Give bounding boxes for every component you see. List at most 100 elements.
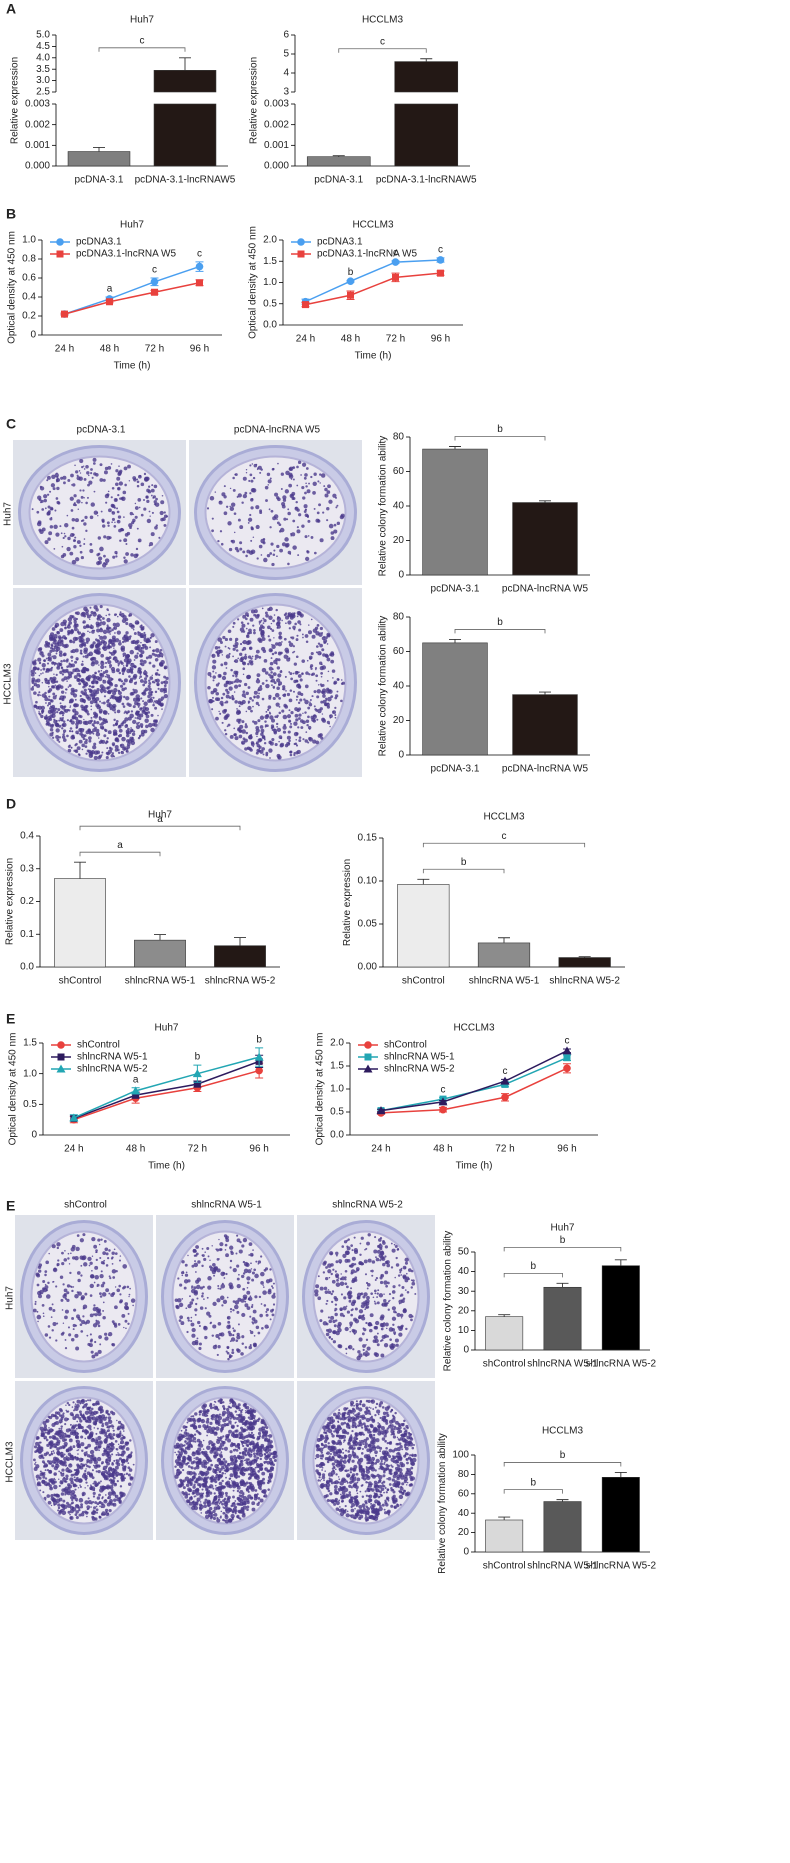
colony bbox=[231, 695, 234, 698]
colony bbox=[278, 741, 280, 743]
colony bbox=[337, 522, 340, 525]
colony bbox=[83, 655, 85, 657]
colony bbox=[394, 1244, 396, 1246]
colony bbox=[252, 1317, 256, 1321]
colony bbox=[156, 524, 158, 526]
colony bbox=[341, 514, 345, 518]
colony bbox=[115, 748, 118, 751]
colony bbox=[46, 1419, 50, 1423]
colony bbox=[127, 532, 130, 535]
colony bbox=[367, 1346, 371, 1350]
colony bbox=[64, 1250, 66, 1252]
colony bbox=[52, 1309, 55, 1312]
colony bbox=[41, 508, 44, 511]
colony bbox=[269, 675, 273, 679]
colony bbox=[241, 1313, 245, 1317]
colony bbox=[71, 1317, 74, 1320]
colony bbox=[313, 482, 317, 486]
colony bbox=[151, 691, 154, 694]
colony bbox=[376, 1258, 380, 1262]
colony bbox=[140, 679, 144, 683]
colony bbox=[53, 1268, 56, 1271]
colony bbox=[251, 498, 253, 500]
colony bbox=[155, 498, 158, 501]
colony bbox=[238, 684, 241, 687]
colony bbox=[96, 1411, 99, 1414]
colony bbox=[323, 1321, 327, 1325]
colony bbox=[49, 1447, 51, 1449]
colony bbox=[56, 711, 58, 713]
colony bbox=[351, 1263, 354, 1266]
colony bbox=[122, 529, 125, 532]
colony bbox=[326, 519, 328, 521]
colony bbox=[104, 1247, 108, 1251]
colony bbox=[108, 1433, 112, 1437]
colony bbox=[201, 1488, 203, 1490]
colony bbox=[157, 669, 159, 671]
colony bbox=[222, 654, 223, 655]
colony bbox=[207, 1276, 211, 1280]
colony bbox=[289, 751, 291, 753]
colony bbox=[250, 1295, 252, 1297]
colony bbox=[128, 1483, 131, 1486]
colony bbox=[298, 739, 301, 742]
colony bbox=[42, 682, 43, 683]
colony bbox=[340, 700, 343, 703]
colony bbox=[336, 1282, 341, 1287]
colony bbox=[69, 1272, 71, 1274]
colony bbox=[238, 1323, 240, 1325]
colony bbox=[68, 621, 72, 625]
colony bbox=[83, 522, 86, 525]
colony bbox=[124, 1302, 128, 1306]
colony bbox=[33, 1309, 37, 1313]
colony bbox=[84, 689, 87, 692]
colony bbox=[316, 695, 319, 698]
colony bbox=[130, 1477, 134, 1481]
colony bbox=[374, 1301, 376, 1303]
colony bbox=[88, 688, 90, 690]
colony bbox=[103, 555, 106, 558]
colony bbox=[71, 747, 73, 749]
colony bbox=[200, 1501, 202, 1503]
colony bbox=[72, 708, 76, 712]
colony bbox=[334, 524, 337, 527]
colony bbox=[84, 1487, 85, 1488]
colony bbox=[410, 1318, 413, 1321]
colony bbox=[296, 655, 299, 658]
colony bbox=[98, 670, 100, 672]
colony bbox=[411, 1279, 413, 1281]
colony bbox=[103, 671, 106, 674]
colony bbox=[108, 508, 112, 512]
colony bbox=[53, 655, 57, 659]
colony bbox=[89, 1262, 92, 1265]
colony bbox=[66, 735, 69, 738]
colony bbox=[241, 621, 244, 624]
colony bbox=[293, 479, 295, 481]
column-label: shControl bbox=[64, 1200, 107, 1211]
colony bbox=[132, 720, 136, 724]
colony bbox=[345, 1251, 349, 1255]
colony bbox=[52, 693, 55, 696]
colony bbox=[124, 1474, 126, 1476]
colony bbox=[194, 1308, 197, 1311]
colony bbox=[98, 1470, 101, 1473]
colony bbox=[80, 1413, 83, 1416]
colony bbox=[83, 497, 85, 499]
colony bbox=[381, 1304, 383, 1306]
colony bbox=[191, 1287, 193, 1289]
colony bbox=[93, 1495, 95, 1497]
colony bbox=[265, 486, 269, 490]
colony bbox=[95, 638, 98, 641]
colony bbox=[369, 1329, 373, 1333]
colony bbox=[103, 1466, 107, 1470]
colony bbox=[87, 1436, 91, 1440]
colony bbox=[257, 744, 261, 748]
colony bbox=[140, 642, 142, 644]
colony bbox=[273, 550, 275, 552]
colony bbox=[301, 524, 304, 527]
colony bbox=[373, 1336, 375, 1338]
colony bbox=[121, 1453, 124, 1456]
colony bbox=[113, 719, 115, 721]
colony bbox=[220, 663, 223, 666]
colony bbox=[100, 665, 104, 669]
